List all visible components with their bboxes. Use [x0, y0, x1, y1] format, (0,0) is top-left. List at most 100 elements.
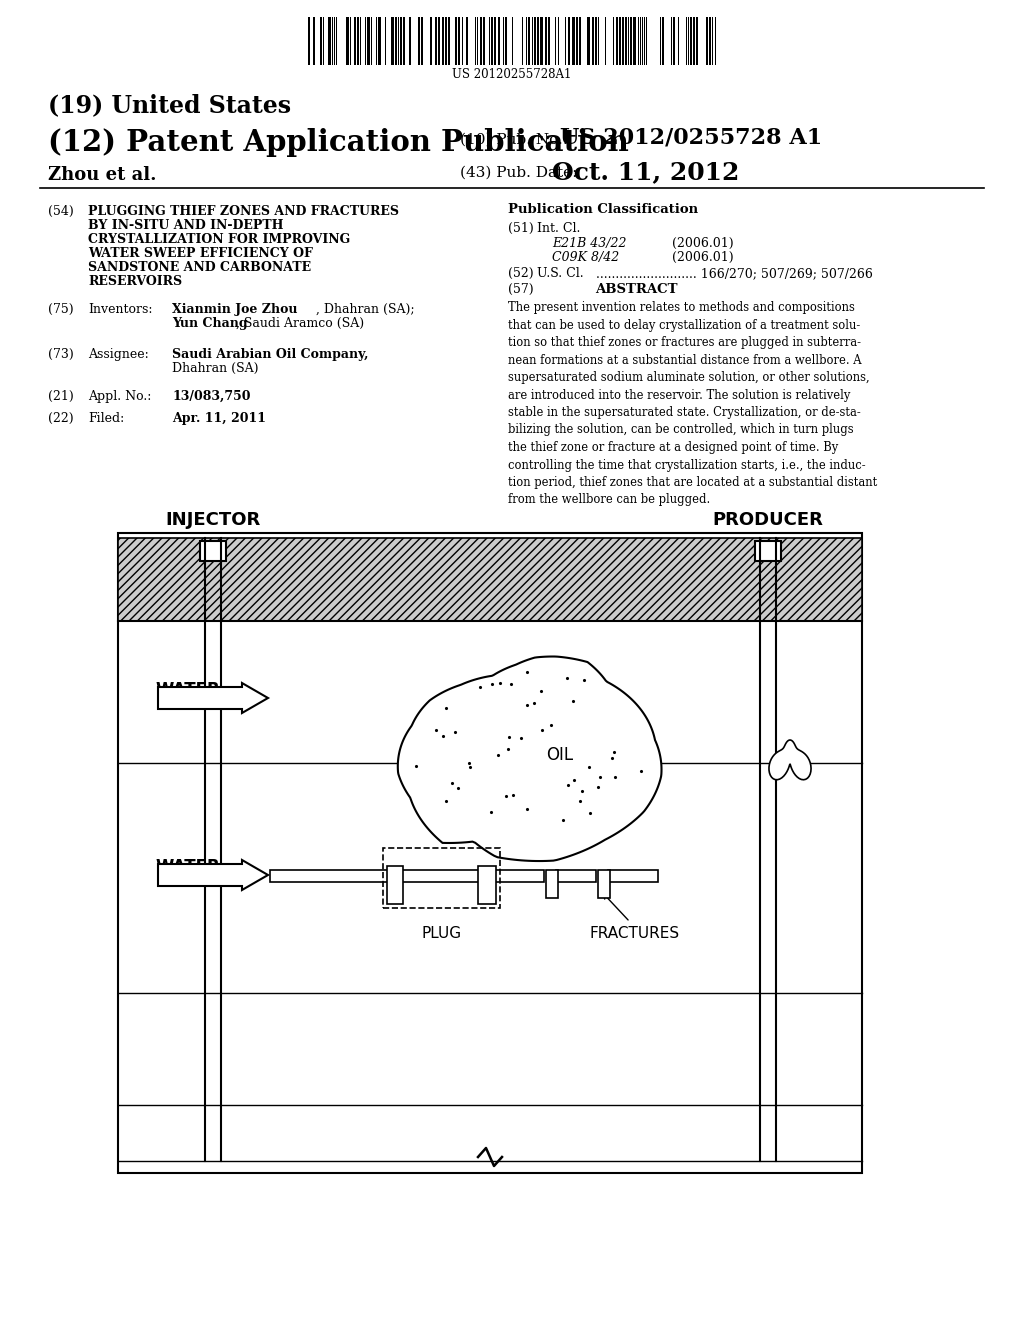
- Bar: [494, 17, 496, 65]
- Text: Zhou et al.: Zhou et al.: [48, 166, 157, 183]
- Bar: [587, 17, 590, 65]
- Text: (10) Pub. No.:: (10) Pub. No.:: [460, 133, 568, 147]
- Bar: [534, 17, 536, 65]
- Bar: [490, 17, 493, 65]
- Text: Oct. 11, 2012: Oct. 11, 2012: [552, 160, 739, 183]
- Bar: [445, 17, 447, 65]
- Text: BY IN-SITU AND IN-DEPTH: BY IN-SITU AND IN-DEPTH: [88, 219, 284, 232]
- Text: RESERVOIRS: RESERVOIRS: [88, 275, 182, 288]
- Text: Dhahran (SA): Dhahran (SA): [172, 362, 258, 375]
- Bar: [546, 870, 558, 898]
- Bar: [494, 870, 544, 882]
- Text: PLUGGING THIEF ZONES AND FRACTURES: PLUGGING THIEF ZONES AND FRACTURES: [88, 205, 399, 218]
- Bar: [391, 17, 394, 65]
- Bar: [690, 17, 692, 65]
- Bar: [455, 17, 457, 65]
- Text: US 20120255728A1: US 20120255728A1: [453, 69, 571, 81]
- Bar: [483, 17, 485, 65]
- Text: Int. Cl.: Int. Cl.: [537, 222, 581, 235]
- Bar: [556, 870, 596, 882]
- Text: Filed:: Filed:: [88, 412, 124, 425]
- Text: 13/083,750: 13/083,750: [172, 389, 251, 403]
- Bar: [575, 17, 578, 65]
- Bar: [696, 17, 698, 65]
- Bar: [378, 17, 381, 65]
- Bar: [662, 17, 664, 65]
- Polygon shape: [397, 656, 662, 861]
- FancyArrow shape: [158, 682, 268, 713]
- Text: WATER: WATER: [155, 681, 220, 700]
- Bar: [480, 17, 482, 65]
- Bar: [421, 17, 423, 65]
- Bar: [458, 17, 460, 65]
- Bar: [579, 17, 581, 65]
- Bar: [633, 17, 636, 65]
- Bar: [409, 17, 411, 65]
- Text: PRODUCER: PRODUCER: [713, 511, 823, 529]
- Text: (21): (21): [48, 389, 74, 403]
- Text: C09K 8/42: C09K 8/42: [552, 251, 620, 264]
- Text: Yun Chang: Yun Chang: [172, 317, 248, 330]
- Bar: [387, 866, 403, 904]
- Text: OIL: OIL: [547, 746, 573, 764]
- Text: (57): (57): [508, 282, 534, 296]
- Bar: [449, 17, 450, 65]
- Bar: [616, 17, 618, 65]
- Text: WATER: WATER: [155, 858, 220, 876]
- Bar: [438, 17, 440, 65]
- Text: (19) United States: (19) United States: [48, 92, 291, 117]
- Bar: [442, 17, 444, 65]
- Bar: [598, 870, 610, 898]
- FancyArrow shape: [158, 861, 268, 890]
- Text: , Saudi Aramco (SA): , Saudi Aramco (SA): [236, 317, 365, 330]
- Bar: [308, 17, 310, 65]
- Bar: [383, 847, 500, 908]
- Bar: [430, 17, 432, 65]
- Text: (73): (73): [48, 348, 74, 360]
- Bar: [618, 17, 621, 65]
- Text: .......................... 166/270; 507/269; 507/266: .......................... 166/270; 507/…: [596, 267, 872, 280]
- Text: (43) Pub. Date:: (43) Pub. Date:: [460, 166, 578, 180]
- Text: CRYSTALLIZATION FOR IMPROVING: CRYSTALLIZATION FOR IMPROVING: [88, 234, 350, 246]
- Bar: [545, 17, 547, 65]
- Text: Xianmin Joe Zhou: Xianmin Joe Zhou: [172, 304, 298, 315]
- Bar: [498, 17, 500, 65]
- Bar: [313, 17, 315, 65]
- Bar: [608, 870, 658, 882]
- Text: ABSTRACT: ABSTRACT: [595, 282, 678, 296]
- Text: Appl. No.:: Appl. No.:: [88, 389, 152, 403]
- Text: WATER SWEEP EFFICIENCY OF: WATER SWEEP EFFICIENCY OF: [88, 247, 313, 260]
- Bar: [709, 17, 711, 65]
- Bar: [354, 17, 356, 65]
- Bar: [706, 17, 708, 65]
- Bar: [755, 541, 781, 561]
- Bar: [505, 17, 507, 65]
- Bar: [673, 17, 675, 65]
- Text: Publication Classification: Publication Classification: [508, 203, 698, 216]
- Bar: [328, 17, 331, 65]
- Bar: [466, 17, 468, 65]
- Bar: [346, 17, 349, 65]
- Bar: [270, 870, 390, 882]
- Polygon shape: [769, 741, 811, 780]
- Bar: [625, 17, 627, 65]
- Bar: [403, 17, 406, 65]
- Bar: [118, 539, 862, 620]
- Text: E21B 43/22: E21B 43/22: [552, 238, 627, 249]
- Text: FRACTURES: FRACTURES: [590, 927, 680, 941]
- Bar: [693, 17, 695, 65]
- Bar: [357, 17, 359, 65]
- Text: SANDSTONE AND CARBONATE: SANDSTONE AND CARBONATE: [88, 261, 311, 275]
- Text: Saudi Arabian Oil Company,: Saudi Arabian Oil Company,: [172, 348, 369, 360]
- Bar: [592, 17, 594, 65]
- Bar: [548, 17, 550, 65]
- Text: The present invention relates to methods and compositions
that can be used to de: The present invention relates to methods…: [508, 301, 878, 507]
- Bar: [418, 17, 420, 65]
- Text: PLUG: PLUG: [422, 927, 462, 941]
- Bar: [435, 17, 437, 65]
- Bar: [478, 866, 496, 904]
- Bar: [622, 17, 624, 65]
- Text: , Dhahran (SA);: , Dhahran (SA);: [316, 304, 415, 315]
- Text: (22): (22): [48, 412, 74, 425]
- Bar: [595, 17, 597, 65]
